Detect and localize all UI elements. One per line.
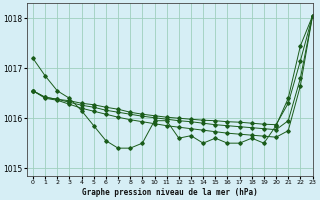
X-axis label: Graphe pression niveau de la mer (hPa): Graphe pression niveau de la mer (hPa): [82, 188, 258, 197]
